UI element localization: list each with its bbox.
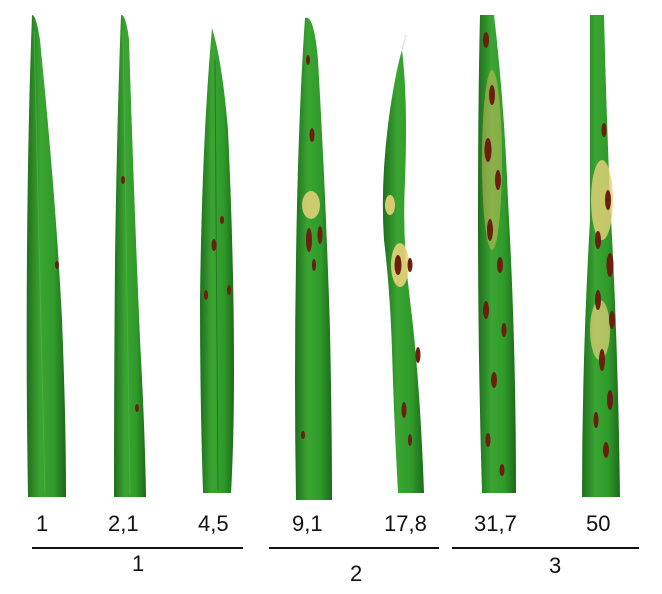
group-label-2: 2 bbox=[350, 561, 363, 586]
leaf-label-5: 17,8 bbox=[384, 511, 427, 536]
group-label-3: 3 bbox=[549, 553, 562, 578]
group-line-2 bbox=[269, 547, 439, 549]
group-label-1: 1 bbox=[132, 551, 145, 576]
leaf-6 bbox=[478, 15, 516, 493]
leaf-label-7: 50 bbox=[586, 511, 611, 536]
leaf-3 bbox=[200, 28, 234, 493]
leaf-7 bbox=[582, 15, 620, 497]
leaf-label-1: 1 bbox=[36, 511, 49, 536]
leaf-4 bbox=[295, 17, 332, 501]
leaf-2 bbox=[114, 14, 146, 498]
leaf-label-3: 4,5 bbox=[198, 511, 229, 536]
leaf-5 bbox=[382, 34, 424, 493]
leaf-label-6: 31,7 bbox=[474, 511, 517, 536]
leaf-label-2: 2,1 bbox=[108, 511, 139, 536]
leaf-1 bbox=[26, 14, 67, 498]
group-line-1 bbox=[32, 547, 243, 549]
leaf-label-4: 9,1 bbox=[292, 511, 323, 536]
group-line-3 bbox=[452, 547, 639, 549]
